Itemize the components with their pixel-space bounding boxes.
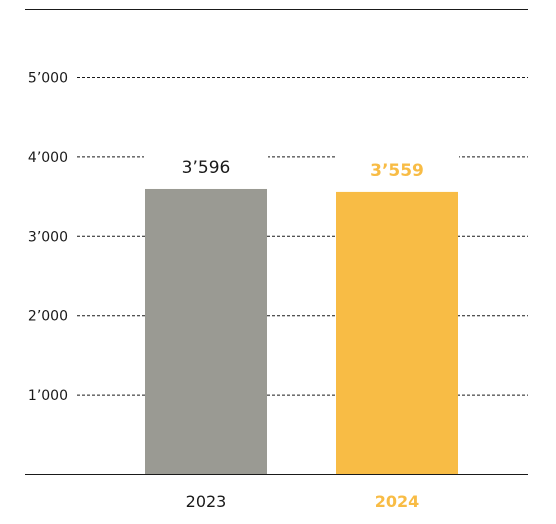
- y-axis-tick-labels: 1’000 2’000 3’000 4’000 5’000: [28, 71, 68, 405]
- value-label-background: [144, 148, 268, 185]
- value-label-2023: 3’596: [182, 158, 231, 178]
- x-axis-category-labels: 2023 2024: [186, 492, 420, 511]
- value-labels: 3’596 3’559: [144, 148, 459, 188]
- y-tick-label: 1’000: [28, 388, 68, 404]
- y-tick-label: 3’000: [28, 229, 68, 245]
- gridlines: [77, 77, 528, 396]
- category-label-2024: 2024: [375, 492, 420, 511]
- value-label-2024: 3’559: [370, 161, 424, 181]
- bar-2024: [336, 191, 458, 475]
- bars: [145, 188, 458, 475]
- y-tick-label: 5’000: [28, 71, 68, 87]
- category-label-2023: 2023: [186, 492, 227, 511]
- y-tick-label: 2’000: [28, 309, 68, 325]
- bar-2023: [145, 188, 267, 475]
- value-label-background: [335, 151, 459, 188]
- y-tick-label: 4’000: [28, 150, 68, 166]
